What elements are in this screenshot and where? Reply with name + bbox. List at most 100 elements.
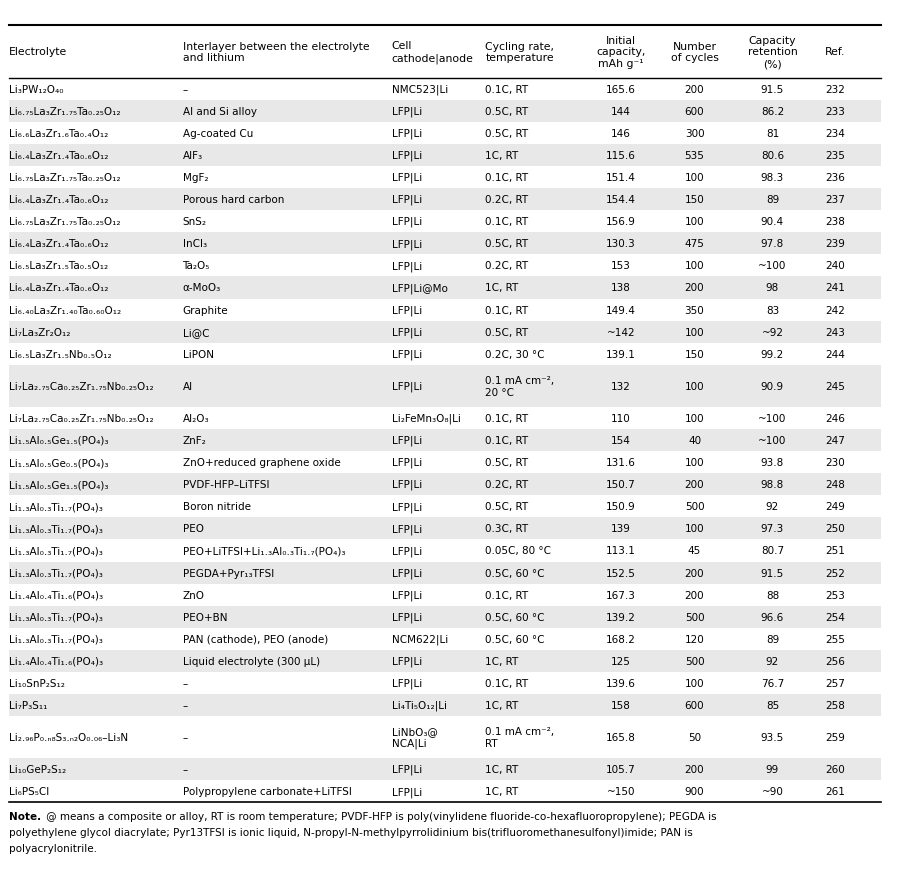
Text: ZnO: ZnO xyxy=(183,590,204,600)
Text: 1C, RT: 1C, RT xyxy=(485,151,518,160)
Text: 144: 144 xyxy=(611,107,631,117)
Text: 256: 256 xyxy=(824,656,845,667)
Text: Li₄Ti₅O₁₂|Li: Li₄Ti₅O₁₂|Li xyxy=(392,700,446,710)
Text: 45: 45 xyxy=(688,545,701,556)
Text: 165.6: 165.6 xyxy=(606,84,636,95)
Text: Ref.: Ref. xyxy=(824,47,845,57)
Text: 0.2C, 30 °C: 0.2C, 30 °C xyxy=(485,349,544,360)
Text: PEO: PEO xyxy=(183,524,203,534)
Text: LFP|Li: LFP|Li xyxy=(392,589,422,600)
Text: 234: 234 xyxy=(824,129,845,139)
Bar xyxy=(9,277,881,299)
Bar xyxy=(9,759,881,781)
Text: 98.8: 98.8 xyxy=(760,480,784,489)
Text: LiPON: LiPON xyxy=(183,349,213,360)
Text: 100: 100 xyxy=(685,678,705,688)
Text: 0.2C, RT: 0.2C, RT xyxy=(485,480,528,489)
Text: Li₁.₅Al₀.₅Ge₀.₅(PO₄)₃: Li₁.₅Al₀.₅Ge₀.₅(PO₄)₃ xyxy=(9,458,108,467)
Text: ~100: ~100 xyxy=(758,261,787,271)
Text: LFP|Li: LFP|Li xyxy=(392,502,422,512)
Text: 0.1 mA cm⁻²,
20 °C: 0.1 mA cm⁻², 20 °C xyxy=(485,375,554,397)
Text: 0.5C, RT: 0.5C, RT xyxy=(485,107,528,117)
Text: 98.3: 98.3 xyxy=(760,173,784,182)
Text: Porous hard carbon: Porous hard carbon xyxy=(183,195,284,205)
Text: 0.5C, RT: 0.5C, RT xyxy=(485,458,528,467)
Text: LFP|Li: LFP|Li xyxy=(392,195,422,205)
Text: Li₆.₇₅La₃Zr₁.₇₅Ta₀.₂₅O₁₂: Li₆.₇₅La₃Zr₁.₇₅Ta₀.₂₅O₁₂ xyxy=(9,217,121,227)
Text: Li₆.₆La₃Zr₁.₆Ta₀.₄O₁₂: Li₆.₆La₃Zr₁.₆Ta₀.₄O₁₂ xyxy=(9,129,108,139)
Text: –: – xyxy=(183,701,188,710)
Text: 130.3: 130.3 xyxy=(607,239,636,249)
Text: 85: 85 xyxy=(766,701,779,710)
Text: 0.5C, RT: 0.5C, RT xyxy=(485,239,528,249)
Text: LFP|Li: LFP|Li xyxy=(392,173,422,183)
Text: 200: 200 xyxy=(685,568,705,578)
Text: 251: 251 xyxy=(824,545,845,556)
Text: 241: 241 xyxy=(824,283,845,293)
Text: 50: 50 xyxy=(688,732,701,742)
Text: PEO+BN: PEO+BN xyxy=(183,612,227,622)
Text: 90.9: 90.9 xyxy=(760,381,784,391)
Text: LFP|Li: LFP|Li xyxy=(392,524,422,534)
Text: Li₆.₄La₃Zr₁.₄Ta₀.₆O₁₂: Li₆.₄La₃Zr₁.₄Ta₀.₆O₁₂ xyxy=(9,195,108,205)
Text: 90.4: 90.4 xyxy=(760,217,784,227)
Text: PEO+LiTFSI+Li₁.₃Al₀.₃Ti₁.₇(PO₄)₃: PEO+LiTFSI+Li₁.₃Al₀.₃Ti₁.₇(PO₄)₃ xyxy=(183,545,345,556)
Text: MgF₂: MgF₂ xyxy=(183,173,208,182)
Text: 247: 247 xyxy=(824,436,845,446)
Bar xyxy=(9,145,881,167)
Bar xyxy=(9,189,881,210)
Text: 93.5: 93.5 xyxy=(760,732,784,742)
Text: 200: 200 xyxy=(685,590,705,600)
Text: Li₇La₂.₇₅Ca₀.₂₅Zr₁.₇₅Nb₀.₂₅O₁₂: Li₇La₂.₇₅Ca₀.₂₅Zr₁.₇₅Nb₀.₂₅O₁₂ xyxy=(9,413,154,424)
Text: 154.4: 154.4 xyxy=(606,195,636,205)
Text: 99: 99 xyxy=(766,765,779,774)
Text: 120: 120 xyxy=(685,634,705,644)
Text: 300: 300 xyxy=(685,129,705,139)
Text: 97.8: 97.8 xyxy=(760,239,784,249)
Text: LFP|Li: LFP|Li xyxy=(392,764,422,774)
Text: Li₇P₃S₁₁: Li₇P₃S₁₁ xyxy=(9,701,48,710)
Text: Li₁.₄Al₀.₄Ti₁.₆(PO₄)₃: Li₁.₄Al₀.₄Ti₁.₆(PO₄)₃ xyxy=(9,656,103,667)
Text: 158: 158 xyxy=(611,701,631,710)
Text: @ means a composite or alloy, RT is room temperature; PVDF-HFP is poly(vinyliden: @ means a composite or alloy, RT is room… xyxy=(42,811,716,821)
Text: –: – xyxy=(183,84,188,95)
Text: polyacrylonitrile.: polyacrylonitrile. xyxy=(9,843,97,852)
Text: NCM622|Li: NCM622|Li xyxy=(392,634,448,645)
Text: 238: 238 xyxy=(824,217,845,227)
Text: InCl₃: InCl₃ xyxy=(183,239,207,249)
Text: LFP|Li: LFP|Li xyxy=(392,349,422,360)
Bar xyxy=(9,562,881,584)
Text: 260: 260 xyxy=(825,765,844,774)
Text: 235: 235 xyxy=(824,151,845,160)
Text: 105.7: 105.7 xyxy=(607,765,636,774)
Text: LFP|Li: LFP|Li xyxy=(392,656,422,667)
Text: 0.1C, RT: 0.1C, RT xyxy=(485,305,528,315)
Text: 149.4: 149.4 xyxy=(606,305,636,315)
Text: ZnF₂: ZnF₂ xyxy=(183,436,206,446)
Text: 76.7: 76.7 xyxy=(760,678,784,688)
Text: 0.1C, RT: 0.1C, RT xyxy=(485,173,528,182)
Text: LFP|Li: LFP|Li xyxy=(392,217,422,227)
Text: PEGDA+Pyr₁₃TFSI: PEGDA+Pyr₁₃TFSI xyxy=(183,568,274,578)
Text: 110: 110 xyxy=(611,413,631,424)
Text: Li₆PS₅Cl: Li₆PS₅Cl xyxy=(9,787,50,796)
Text: –: – xyxy=(183,678,188,688)
Text: 1C, RT: 1C, RT xyxy=(485,656,518,667)
Text: Interlayer between the electrolyte
and lithium: Interlayer between the electrolyte and l… xyxy=(183,41,369,63)
Text: LFP|Li: LFP|Li xyxy=(392,106,422,117)
Text: Li₂.₉₆P₀.ₙ₈S₃.ₙ₂O₀.₀₆–Li₃N: Li₂.₉₆P₀.ₙ₈S₃.ₙ₂O₀.₀₆–Li₃N xyxy=(9,732,128,742)
Text: 243: 243 xyxy=(824,327,845,338)
Text: 92: 92 xyxy=(766,656,779,667)
Text: 200: 200 xyxy=(685,84,705,95)
Text: Al₂O₃: Al₂O₃ xyxy=(183,413,209,424)
Text: 80.7: 80.7 xyxy=(760,545,784,556)
Text: Li₁₀GeP₂S₁₂: Li₁₀GeP₂S₁₂ xyxy=(9,765,66,774)
Text: 98: 98 xyxy=(766,283,779,293)
Text: 600: 600 xyxy=(685,107,705,117)
Text: 475: 475 xyxy=(685,239,705,249)
Text: 146: 146 xyxy=(611,129,631,139)
Text: Al: Al xyxy=(183,381,193,391)
Text: 93.8: 93.8 xyxy=(760,458,784,467)
Text: 0.1 mA cm⁻²,
RT: 0.1 mA cm⁻², RT xyxy=(485,726,554,748)
Text: 500: 500 xyxy=(685,612,705,622)
